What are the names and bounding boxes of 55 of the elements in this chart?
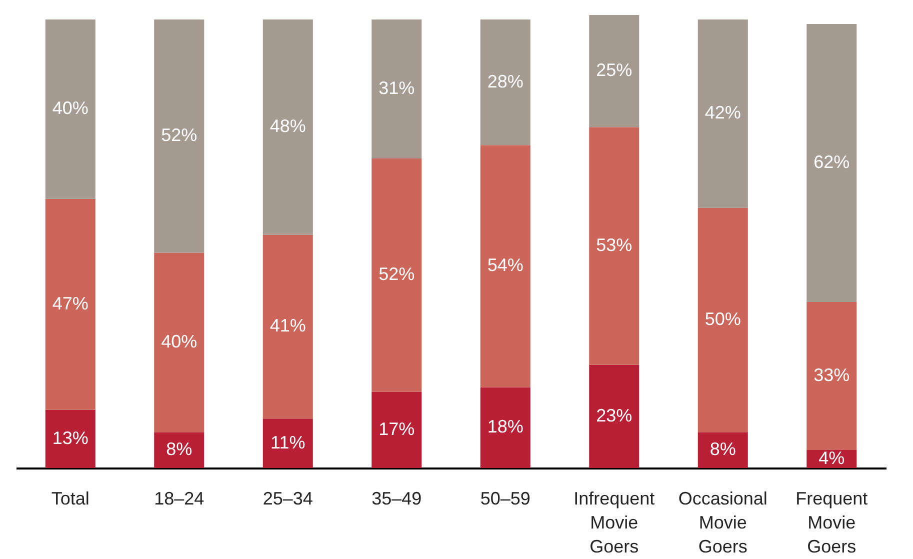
x-tick-label: 25–34 (262, 488, 313, 508)
data-label: 42% (704, 102, 741, 123)
data-label: 40% (52, 98, 88, 118)
bar (45, 19, 96, 199)
data-label: 40% (161, 331, 198, 352)
bar (154, 432, 204, 468)
x-tick-label: 18–24 (154, 488, 204, 508)
data-label: 8% (710, 439, 736, 460)
x-tick-label: Occasional Movie Goers (678, 488, 768, 556)
data-label: 50% (704, 308, 741, 329)
bar (698, 208, 748, 432)
bar (589, 127, 640, 365)
bar (698, 432, 748, 468)
bar (45, 198, 96, 410)
data-label: 53% (596, 234, 632, 255)
bar (262, 418, 313, 468)
data-label: 33% (814, 365, 850, 386)
bar (589, 15, 640, 128)
data-label: 52% (161, 125, 198, 146)
data-label: 62% (814, 152, 850, 172)
data-label: 25% (596, 60, 632, 80)
data-label: 11% (270, 432, 306, 452)
bar (698, 19, 748, 208)
bar (154, 252, 204, 432)
x-tick-label: Infrequent Movie Goers (574, 488, 655, 556)
bar (806, 302, 857, 450)
bar (806, 24, 857, 302)
bar (589, 364, 640, 468)
bar (372, 19, 422, 159)
x-tick-label: Frequent Movie Goers (796, 488, 868, 556)
bar (154, 19, 204, 253)
x-tick-label: 50–59 (480, 488, 530, 508)
data-label: 54% (487, 255, 524, 276)
bar (372, 158, 422, 392)
x-tick-label: 35–49 (372, 488, 422, 508)
data-label: 41% (270, 316, 306, 336)
data-label: 47% (52, 293, 88, 314)
bar (372, 392, 422, 468)
data-label: 18% (487, 416, 524, 437)
x-tick-label: Total (51, 488, 90, 508)
data-label: 28% (487, 71, 524, 92)
bar (480, 145, 530, 388)
data-label: 48% (270, 116, 306, 136)
bar (480, 387, 530, 468)
bar (480, 19, 530, 146)
data-label: 8% (166, 439, 192, 460)
data-label: 52% (378, 264, 415, 284)
data-label: 23% (596, 405, 632, 426)
bar (262, 19, 313, 235)
bar (262, 234, 313, 419)
data-label: 31% (378, 78, 415, 98)
data-label: 13% (52, 428, 88, 448)
data-label: 4% (818, 448, 845, 468)
bar (45, 410, 96, 468)
data-label: 17% (378, 418, 415, 439)
